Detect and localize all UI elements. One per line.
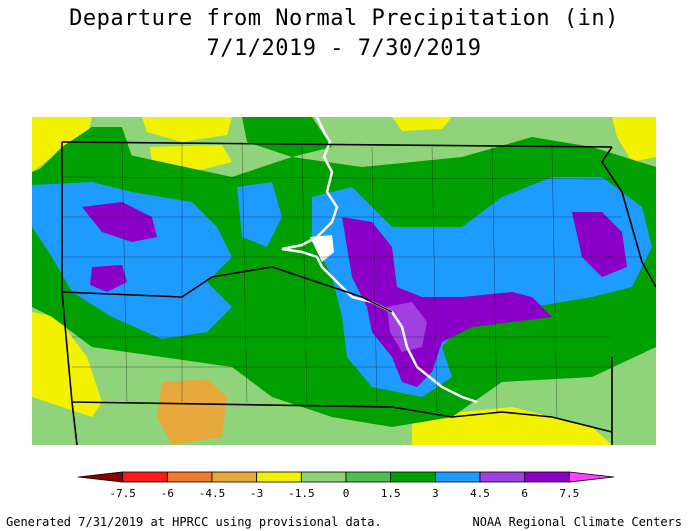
legend-swatch — [479, 471, 526, 483]
legend-tick-label: 1.5 — [381, 487, 401, 500]
legend-swatch — [122, 471, 168, 483]
legend-tick-label: -6 — [161, 487, 174, 500]
legend-swatch — [211, 471, 258, 483]
legend-swatch — [256, 471, 302, 483]
legend-swatch — [524, 471, 570, 483]
legend-tick-label: 6 — [521, 487, 528, 500]
legend-tick-label: -7.5 — [109, 487, 135, 500]
legend-swatch — [390, 471, 436, 483]
legend-tick-label: -1.5 — [288, 487, 315, 500]
legend-swatch — [345, 471, 392, 483]
date-range: 7/1/2019 - 7/30/2019 — [206, 36, 482, 61]
color-scale-legend: -7.5 -6 -4.5 -3 -1.5 0 1.5 3 4.5 6 7.5 — [77, 471, 615, 500]
legend-swatch — [300, 471, 347, 483]
map-title: Departure from Normal Precipitation (in) — [69, 6, 619, 31]
legend-tick-label: 4.5 — [470, 487, 490, 500]
legend-tick-label: -3 — [250, 487, 263, 500]
legend-tick-label: 7.5 — [559, 487, 579, 500]
generated-note: Generated 7/31/2019 at HPRCC using provi… — [6, 515, 382, 529]
legend-swatch — [166, 471, 213, 483]
precipitation-departure-map — [32, 117, 656, 445]
legend-tick-label: 3 — [432, 487, 439, 500]
legend-tick-label: 0 — [343, 487, 350, 500]
legend-tick-label: -4.5 — [199, 487, 226, 500]
legend-swatch — [77, 471, 124, 483]
credit-note: NOAA Regional Climate Centers — [472, 515, 682, 529]
legend-swatch — [434, 471, 481, 483]
legend-swatch — [568, 471, 615, 483]
